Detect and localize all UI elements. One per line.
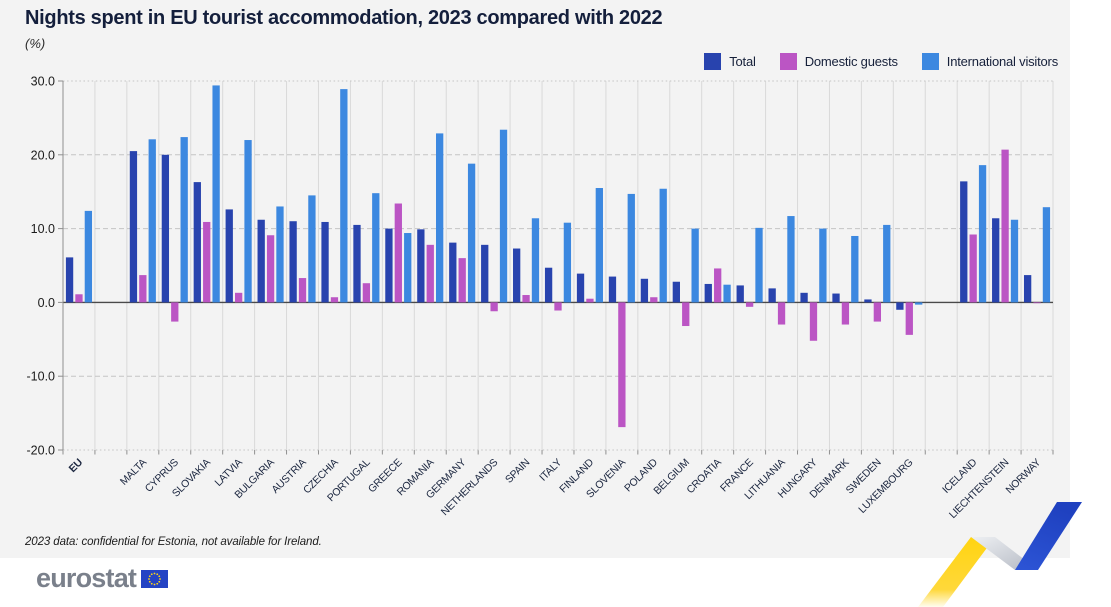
chart-title: Nights spent in EU tourist accommodation… [25, 7, 663, 29]
legend-label: Total [729, 54, 756, 69]
legend-swatch [779, 53, 797, 70]
legend-label: Domestic guests [804, 54, 898, 69]
chart-unit-label: (%) [25, 36, 46, 51]
legend-swatch [921, 53, 939, 70]
eurostat-logo-text: eurostat [36, 563, 137, 593]
legend-item-international-visitors: International visitors [921, 53, 1058, 70]
legend-label: International visitors [946, 54, 1058, 69]
footnote: 2023 data: confidential for Estonia, not… [25, 536, 322, 548]
chart-panel [0, 0, 1070, 558]
chart-legend: Total Domestic guests International visito… [704, 53, 1058, 70]
legend-item-domestic-guests: Domestic guests [779, 53, 898, 70]
eu-flag-icon [141, 569, 169, 588]
legend-item-total: Total [704, 53, 756, 70]
legend-swatch [704, 53, 722, 70]
eurostat-logo: eurostat [36, 563, 169, 593]
